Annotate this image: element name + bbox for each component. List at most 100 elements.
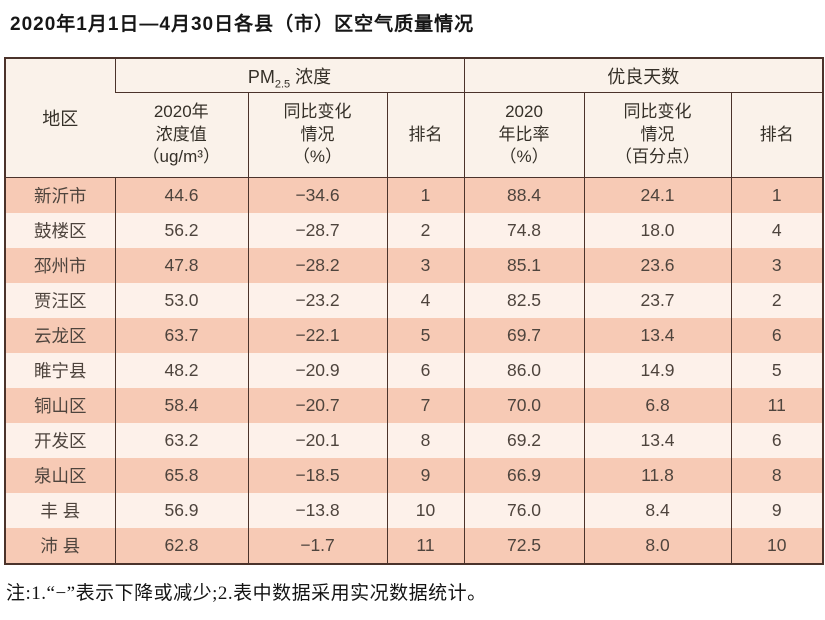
- days-change-cell: 8.4: [583, 493, 732, 528]
- table-row: 云龙区 63.7 −22.1 5 69.7 13.4 6: [5, 318, 824, 353]
- days-rank-cell: 10: [730, 528, 824, 564]
- days-change-cell: 8.0: [583, 528, 732, 564]
- region-cell: 新沂市: [34, 186, 87, 206]
- pm-change-cell: −13.8: [247, 493, 387, 528]
- pm-change-cell: −22.1: [247, 318, 387, 353]
- pm-rank-cell: 5: [386, 318, 465, 353]
- pm-value-cell: 63.7: [114, 318, 248, 353]
- pm25-label-rest: 浓度: [295, 66, 332, 87]
- region-cell: 铜山区: [34, 396, 87, 416]
- table-group-header-row: 地区 PM2.5 浓度 优良天数: [5, 58, 824, 178]
- pm-value-cell: 47.8: [114, 248, 248, 283]
- pm-change-cell: −28.7: [247, 213, 387, 248]
- header-group-pm25: PM2.5 浓度: [114, 58, 465, 93]
- table-row: 新沂市 44.6 −34.6 1 88.4 24.1 1: [5, 177, 824, 213]
- days-rank-cell: 9: [730, 493, 824, 528]
- days-rank-cell: 3: [730, 248, 824, 283]
- table-row: 邳州市 47.8 −28.2 3 85.1 23.6 3: [5, 248, 824, 283]
- region-cell: 邳州市: [34, 256, 87, 276]
- pm25-label-subscript: 2.5: [274, 78, 291, 91]
- days-rate-cell: 72.5: [463, 528, 585, 564]
- days-rate-cell: 88.4: [463, 177, 585, 213]
- days-change-cell: 14.9: [583, 353, 732, 388]
- table-body: 新沂市 44.6 −34.6 1 88.4 24.1 1 鼓楼区 56.2 −28.7 2 74.8 1…: [5, 177, 824, 564]
- header-days-rank: 排名: [730, 92, 824, 178]
- pm-change-cell: −28.2: [247, 248, 387, 283]
- region-cell: 睢宁县: [34, 361, 87, 381]
- days-rank-cell: 5: [730, 353, 824, 388]
- days-change-cell: 23.6: [583, 248, 732, 283]
- pm-rank-cell: 6: [386, 353, 465, 388]
- header-pm-value: 2020年 浓度值 （ug/m³）: [115, 92, 248, 178]
- region-cell: 泉山区: [34, 466, 87, 486]
- air-quality-table: 地区 PM2.5 浓度 优良天数 2020年 浓度值 （ug/m³） 同比变化 情…: [4, 57, 825, 565]
- days-rank-cell: 8: [730, 458, 824, 493]
- pm-rank-cell: 3: [386, 248, 465, 283]
- header-pm-rank: 排名: [386, 92, 465, 178]
- days-rate-cell: 76.0: [463, 493, 585, 528]
- region-cell: 开发区: [34, 431, 87, 451]
- days-rank-cell: 4: [730, 213, 824, 248]
- pm-value-cell: 58.4: [114, 388, 248, 423]
- days-rank-cell: 1: [730, 177, 824, 213]
- table-row: 贾汪区 53.0 −23.2 4 82.5 23.7 2: [5, 283, 824, 318]
- pm-change-cell: −1.7: [247, 528, 387, 564]
- pm-value-cell: 63.2: [114, 423, 248, 458]
- days-rate-cell: 82.5: [463, 283, 585, 318]
- header-days-rate: 2020 年比率 （%）: [463, 92, 585, 178]
- pm-value-cell: 44.6: [114, 177, 248, 213]
- pm-rank-cell: 4: [386, 283, 465, 318]
- days-rate-cell: 85.1: [463, 248, 585, 283]
- days-rate-cell: 69.7: [463, 318, 585, 353]
- pm-rank-cell: 9: [386, 458, 465, 493]
- pm-rank-cell: 1: [386, 177, 465, 213]
- header-group-good-days: 优良天数: [463, 58, 824, 93]
- pm-value-cell: 62.8: [114, 528, 248, 564]
- header-pm-change: 同比变化 情况 （%）: [247, 92, 387, 178]
- days-rank-cell: 6: [730, 318, 824, 353]
- days-rate-cell: 66.9: [463, 458, 585, 493]
- pm-change-cell: −18.5: [247, 458, 387, 493]
- pm-change-cell: −34.6: [247, 177, 387, 213]
- pm-change-cell: −20.9: [247, 353, 387, 388]
- header-days-change: 同比变化 情况 （百分点）: [583, 92, 732, 178]
- days-change-cell: 18.0: [583, 213, 732, 248]
- days-rate-cell: 86.0: [463, 353, 585, 388]
- header-region: 地区: [5, 58, 115, 178]
- region-cell: 沛 县: [40, 536, 81, 556]
- pm-rank-cell: 11: [386, 528, 465, 564]
- pm-value-cell: 48.2: [114, 353, 248, 388]
- pm-value-cell: 53.0: [114, 283, 248, 318]
- pm25-label-prefix: PM: [247, 66, 275, 87]
- pm-change-cell: −20.1: [247, 423, 387, 458]
- pm-rank-cell: 7: [386, 388, 465, 423]
- pm-change-cell: −23.2: [247, 283, 387, 318]
- table-row: 睢宁县 48.2 −20.9 6 86.0 14.9 5: [5, 353, 824, 388]
- pm-rank-cell: 2: [386, 213, 465, 248]
- days-change-cell: 23.7: [583, 283, 732, 318]
- pm-value-cell: 56.9: [114, 493, 248, 528]
- days-rate-cell: 69.2: [463, 423, 585, 458]
- days-change-cell: 11.8: [583, 458, 732, 493]
- region-cell: 贾汪区: [34, 291, 87, 311]
- pm-change-cell: −20.7: [247, 388, 387, 423]
- table-row: 鼓楼区 56.2 −28.7 2 74.8 18.0 4: [5, 213, 824, 248]
- days-change-cell: 13.4: [583, 423, 732, 458]
- region-cell: 鼓楼区: [34, 221, 87, 241]
- region-cell: 云龙区: [34, 326, 87, 346]
- days-rank-cell: 6: [730, 423, 824, 458]
- pm-value-cell: 56.2: [114, 213, 248, 248]
- table-row: 泉山区 65.8 −18.5 9 66.9 11.8 8: [5, 458, 824, 493]
- footnote: 注:1.“−”表示下降或减少;2.表中数据采用实况数据统计。: [6, 583, 487, 604]
- pm-value-cell: 65.8: [114, 458, 248, 493]
- table-subheader-row: 2020年 浓度值 （ug/m³） 同比变化 情况 （%） 排名 2020 年比…: [5, 92, 824, 178]
- pm-rank-cell: 8: [386, 423, 465, 458]
- table-header: 地区 PM2.5 浓度 优良天数 2020年 浓度值 （ug/m³） 同比变化 情…: [5, 58, 824, 178]
- page: 2020年1月1日—4月30日各县（市）区空气质量情况 地区 PM2.5 浓度 优…: [0, 12, 825, 620]
- days-rank-cell: 2: [730, 283, 824, 318]
- page-title: 2020年1月1日—4月30日各县（市）区空气质量情况: [10, 14, 475, 35]
- region-cell: 丰 县: [40, 501, 81, 521]
- days-rate-cell: 70.0: [463, 388, 585, 423]
- table-row: 沛 县 62.8 −1.7 11 72.5 8.0 10: [5, 528, 824, 564]
- table-row: 丰 县 56.9 −13.8 10 76.0 8.4 9: [5, 493, 824, 528]
